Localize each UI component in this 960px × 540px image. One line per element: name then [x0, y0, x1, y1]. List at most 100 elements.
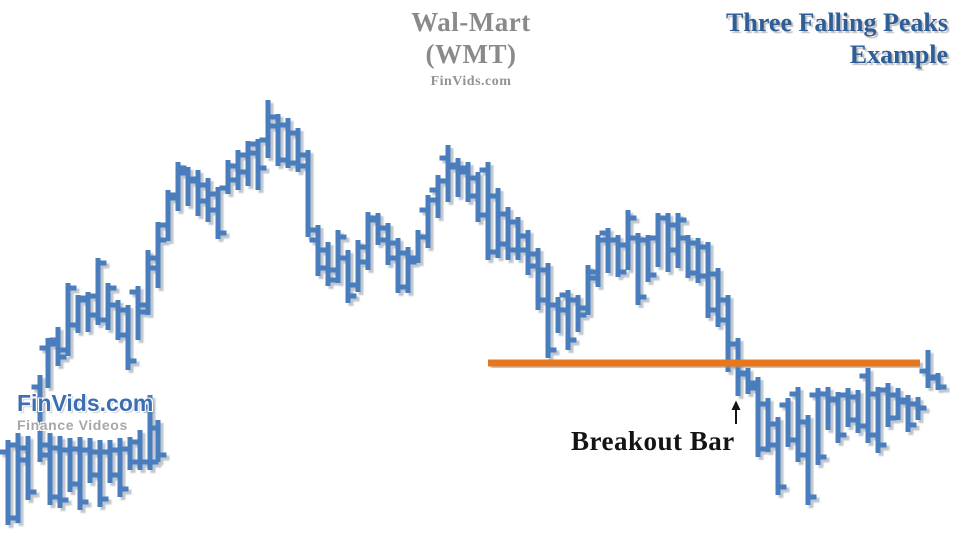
ohlc-bar: [319, 242, 337, 286]
watermark-logo-bar: [149, 420, 167, 462]
pattern-title-line2: Example: [849, 40, 948, 69]
ohlc-bar: [549, 297, 567, 333]
ohlc-bar: [479, 162, 497, 260]
ohlc-bar: [179, 167, 197, 206]
ohlc-bar: [99, 283, 117, 330]
pattern-title: Three Falling Peaks Example: [528, 7, 948, 71]
ohlc-bar: [169, 162, 187, 211]
ohlc-bar: [629, 233, 647, 305]
stock-title-line2: (WMT): [425, 39, 517, 69]
ohlc-bar: [699, 242, 717, 318]
ohlc-bar: [159, 190, 177, 241]
ohlc-bar: [569, 295, 587, 332]
ohlc-bar: [279, 118, 297, 168]
ohlc-bar: [349, 240, 367, 292]
ohlc-bar: [819, 387, 837, 430]
ohlc-bar: [329, 230, 347, 283]
ohlc-bar: [129, 286, 147, 340]
ohlc-bar: [869, 387, 887, 453]
breakout-label: Breakout Bar: [571, 426, 735, 456]
watermark-logo-bar: [51, 436, 69, 508]
ohlc-bar: [619, 210, 637, 270]
ohlc-bar: [919, 350, 937, 388]
watermark-logo-bar: [131, 430, 149, 470]
ohlc-bar: [39, 338, 57, 388]
ohlc-bar: [689, 238, 707, 283]
ohlc-bar: [389, 238, 407, 293]
ohlc-bar: [899, 395, 917, 432]
breakout-up-arrow-icon: [731, 400, 741, 424]
stock-title: Wal-Mart (WMT) FinVids.com: [346, 6, 596, 92]
ohlc-bar: [739, 368, 757, 394]
ohlc-bar: [379, 223, 397, 265]
ohlc-bar: [229, 150, 247, 190]
ohlc-bar: [799, 415, 817, 505]
ohlc-bar: [459, 162, 477, 202]
ohlc-bar: [219, 160, 237, 194]
ohlc-bar: [509, 217, 527, 260]
ohlc-bar: [659, 213, 677, 272]
ohlc-bar: [139, 250, 157, 315]
ohlc-bar: [749, 377, 767, 457]
ohlc-bar: [409, 230, 427, 263]
ohlc-bar: [849, 390, 867, 433]
ohlc-bar: [119, 305, 137, 370]
price-bars: [39, 100, 947, 505]
ohlc-bar: [579, 265, 597, 315]
ohlc-bar: [909, 397, 927, 420]
watermark-logo-bar: [91, 440, 109, 507]
support-line: [488, 359, 920, 367]
stock-title-source: FinVids.com: [430, 74, 512, 89]
ohlc-bar: [399, 247, 417, 293]
ohlc-bar: [309, 225, 327, 276]
ohlc-bar: [189, 170, 207, 216]
ohlc-bar: [499, 207, 517, 260]
watermark-logo-bar: [31, 375, 49, 462]
ohlc-bar: [149, 222, 167, 288]
ohlc-bar: [529, 248, 547, 310]
ohlc-bar: [209, 187, 227, 239]
watermark-logo-bar: [71, 437, 89, 510]
ohlc-bar: [199, 178, 217, 222]
ohlc-bar: [369, 213, 387, 245]
ohlc-bar: [879, 383, 897, 427]
ohlc-bar: [769, 417, 787, 495]
watermark-logo-bar: [41, 433, 59, 505]
ohlc-bar: [59, 283, 77, 356]
watermark-logo-bar: [19, 436, 37, 500]
ohlc-bar: [249, 139, 267, 190]
watermark-logo-bar: [9, 433, 27, 523]
ohlc-bar: [449, 158, 467, 197]
ohlc-bar: [489, 188, 507, 258]
watermark-brand: FinVids.com: [17, 390, 154, 416]
watermark-logo-bar: [111, 438, 129, 497]
watermark-logo-bars: [0, 375, 167, 525]
ohlc-bar: [859, 368, 877, 443]
ohlc-bar: [559, 290, 577, 350]
ohlc-bar: [439, 145, 457, 202]
ohlc-bar: [829, 392, 847, 443]
watermark-logo-bar: [81, 438, 99, 483]
ohlc-bar: [779, 398, 797, 447]
ohlc-bar: [269, 114, 287, 166]
watermark-logo-bar: [61, 438, 79, 492]
ohlc-bar: [809, 388, 827, 465]
ohlc-bar: [609, 235, 627, 277]
ohlc-bar: [519, 230, 537, 275]
ohlc-bar: [679, 235, 697, 278]
ohlc-bar: [929, 373, 947, 390]
ohlc-bar: [49, 327, 67, 366]
ohlc-bar: [89, 258, 107, 325]
watermark: FinVids.com Finance Videos: [17, 390, 154, 433]
ohlc-bar: [419, 195, 437, 248]
ohlc-bar: [709, 268, 727, 327]
watermark-logo-bar: [121, 437, 139, 470]
stock-title-line1: Wal-Mart: [411, 7, 531, 37]
ohlc-bar: [339, 250, 357, 303]
ohlc-bar: [469, 172, 487, 222]
ohlc-bar: [299, 150, 317, 237]
ohlc-bar: [839, 388, 857, 427]
ohlc-bar: [429, 175, 447, 218]
